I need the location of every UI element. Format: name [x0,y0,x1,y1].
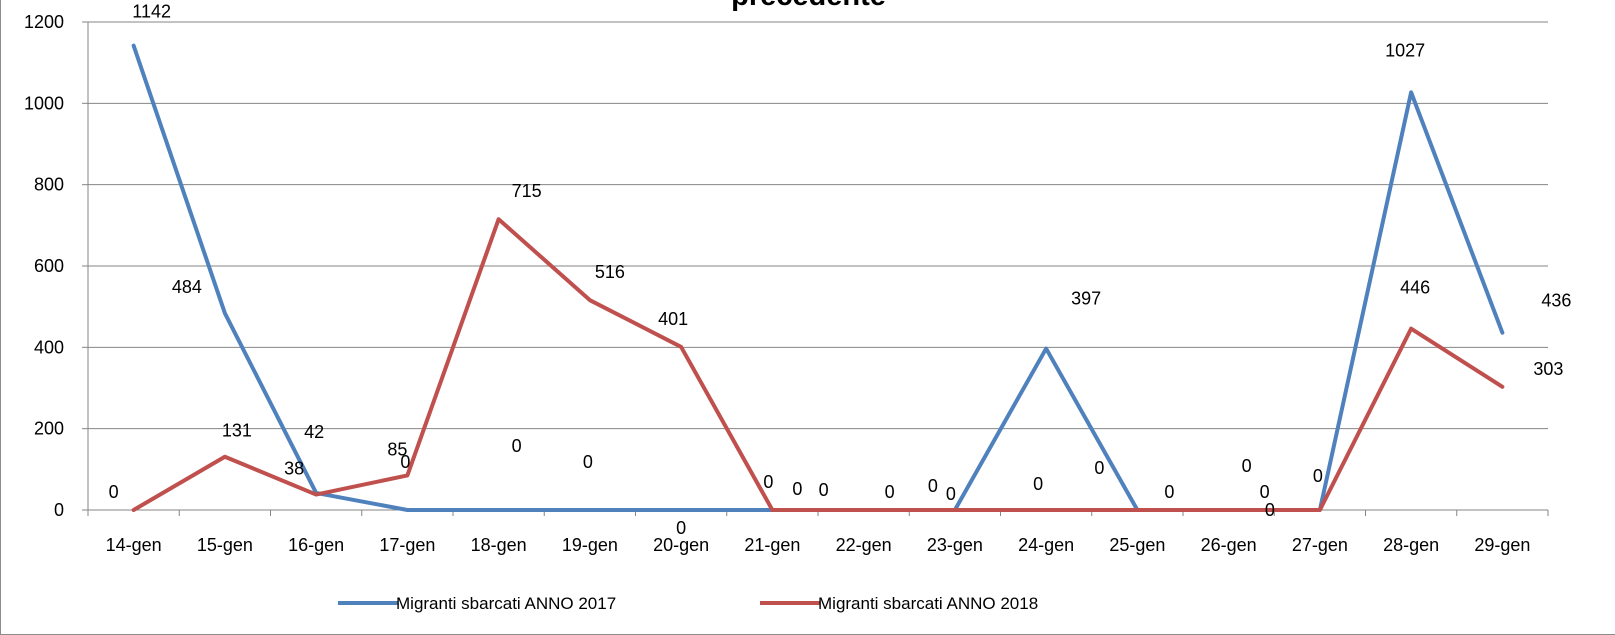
data-label-s1-7: 0 [763,472,773,492]
data-label-s2-11: 0 [1164,482,1174,502]
data-label-s1-4: 0 [512,436,522,456]
x-tick-label: 24-gen [1018,535,1074,555]
data-label-s2-3: 85 [387,439,407,459]
data-label-s1-6: 0 [676,518,686,538]
data-label-s2-10: 0 [1033,474,1043,494]
data-label-s2-5: 516 [595,262,625,282]
x-tick-label: 21-gen [744,535,800,555]
legend-label-2: Migranti sbarcati ANNO 2018 [818,594,1038,613]
x-tick-label: 25-gen [1109,535,1165,555]
data-label-s2-2: 38 [284,459,304,479]
x-tick-label: 23-gen [927,535,983,555]
y-tick-label: 800 [34,175,64,195]
data-label-s1-2: 42 [304,422,324,442]
legend-label-1: Migranti sbarcati ANNO 2017 [396,594,616,613]
data-label-s2-1: 131 [222,421,252,441]
data-label-s2-6: 401 [658,309,688,329]
data-label-s1-11: 0 [1094,458,1104,478]
data-label-s1-9: 0 [928,476,938,496]
x-tick-label: 20-gen [653,535,709,555]
y-tick-label: 0 [54,500,64,520]
legend: Migranti sbarcati ANNO 2017 Migranti sbar… [338,594,1038,613]
x-axis: 14-gen 15-gen 16-gen 17-gen 18-gen 19-gen 20-g… [87,509,1549,555]
x-tick-label: 26-gen [1201,535,1257,555]
x-tick-label: 17-gen [379,535,435,555]
y-tick-label: 1000 [24,93,64,113]
data-label-s2-15: 303 [1533,359,1563,379]
y-axis: 0 200 400 600 800 1000 1200 [24,12,89,520]
data-label-s1-13: 0 [1313,466,1323,486]
gridlines [88,21,1548,430]
x-tick-label: 27-gen [1292,535,1348,555]
y-tick-label: 200 [34,419,64,439]
y-tick-label: 600 [34,256,64,276]
x-tick-label: 18-gen [471,535,527,555]
data-label-s2-0: 0 [109,482,119,502]
data-label-s2-9: 0 [946,484,956,504]
data-label-s1-10: 397 [1071,289,1101,309]
data-label-s2-4: 715 [512,181,542,201]
x-tick-label: 15-gen [197,535,253,555]
x-tick-label: 16-gen [288,535,344,555]
series-lines [131,43,1505,512]
data-label-s1-12: 0 [1242,456,1252,476]
data-label-s1-0: 1142 [132,2,171,22]
x-tick-label: 14-gen [106,535,162,555]
series-line-1 [131,43,1505,512]
data-label-s1-14: 1027 [1385,40,1425,60]
y-tick-label: 400 [34,337,64,357]
data-label-s1-15: 436 [1541,291,1571,311]
y-tick-label: 1200 [24,12,64,32]
data-label-s2-12: 0 [1260,482,1270,502]
data-label-s2-13: 0 [1265,500,1275,520]
data-label-s2-8: 0 [885,482,895,502]
x-tick-label: 28-gen [1383,535,1439,555]
x-tick-label: 29-gen [1474,535,1530,555]
data-label-s1-1: 484 [172,277,202,297]
x-tick-label: 19-gen [562,535,618,555]
data-label-s1-8: 0 [819,480,829,500]
series-line-2 [131,217,1505,512]
x-tick-label: 22-gen [836,535,892,555]
data-label-s1-3: 0 [400,452,410,472]
data-label-s2-14: 446 [1400,278,1430,298]
data-label-s1-5: 0 [583,452,593,472]
chart-title: precedente [1,0,1615,13]
data-label-s2-7: 0 [792,479,802,499]
